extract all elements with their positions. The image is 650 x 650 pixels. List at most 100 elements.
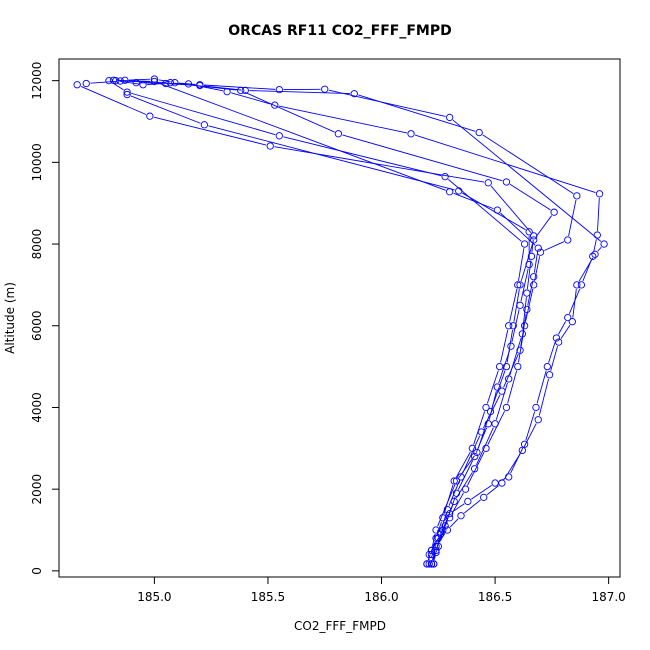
series-7-segment-9 [572, 289, 577, 318]
series-4-segment-8 [520, 268, 529, 302]
series-0-segment-9 [518, 248, 525, 281]
series-6-segment-13 [117, 79, 151, 82]
series-layer [73, 75, 608, 568]
series-3-segment-4 [342, 134, 503, 182]
series-6-point-6 [498, 387, 506, 395]
series-4-point-4 [470, 452, 479, 461]
y-tick-label-1: 2000 [30, 474, 44, 505]
series-3-point-10 [502, 362, 511, 371]
series-7-segment-13 [523, 423, 537, 447]
series-2-segment-9 [531, 240, 534, 253]
series-7-segment-12 [538, 378, 549, 416]
series-4-segment-6 [498, 350, 511, 384]
series-6-point-8 [523, 305, 531, 314]
series-3-segment-1 [124, 80, 167, 84]
series-6-segment-6 [503, 353, 519, 388]
series-2-point-14 [73, 81, 81, 89]
series-7-point-3 [196, 81, 204, 89]
series-4-segment-12 [130, 95, 201, 124]
series-5-point-13 [520, 440, 529, 448]
series-0-point-6 [482, 403, 490, 412]
series-7-segment-19 [432, 550, 436, 560]
series-1-segment-6 [482, 134, 574, 194]
series-7-segment-15 [486, 485, 499, 496]
series-1-point-12 [514, 362, 522, 371]
series-0-segment-10 [448, 179, 522, 242]
series-0-segment-4 [455, 451, 471, 478]
series-3-segment-5 [509, 183, 551, 211]
x-tick-label-4: 187.0 [591, 590, 625, 604]
series-6-segment-4 [462, 435, 481, 474]
series-1-point-7 [573, 192, 581, 200]
series-0-point-9 [514, 281, 522, 289]
series-5-segment-5 [597, 197, 600, 231]
series-6-point-10 [534, 244, 542, 252]
series-1-segment-4 [249, 90, 351, 95]
y-tick-label-4: 8000 [30, 229, 44, 260]
series-7-point-15 [498, 479, 506, 487]
y-tick-label-3: 6000 [30, 310, 44, 341]
plot-frame [58, 58, 621, 578]
series-0-segment-6 [486, 370, 499, 404]
series-7 [121, 75, 608, 568]
series-3-point-7 [530, 236, 538, 244]
series-4-point-12 [200, 121, 209, 129]
series-6-segment-5 [482, 394, 501, 429]
series-7-point-4 [275, 85, 283, 94]
series-3-point-12 [473, 448, 481, 457]
series-1-point-6 [475, 128, 483, 137]
series-3-segment-9 [506, 329, 514, 363]
series-3-point-14 [432, 526, 440, 534]
series-5-point-4 [407, 130, 415, 138]
series-7-segment-3 [203, 84, 276, 90]
series-5-point-5 [595, 190, 604, 198]
series-2-segment-4 [475, 427, 494, 466]
series-7-point-7 [600, 240, 608, 248]
series-5-point-12 [532, 403, 540, 412]
series-6-segment-1 [436, 536, 441, 549]
series-6-point-7 [516, 346, 524, 354]
series-6-segment-0 [432, 556, 435, 561]
series-2-point-4 [470, 465, 479, 473]
series-2-point-9 [527, 252, 536, 260]
series-6-point-9 [530, 273, 538, 281]
series-3-point-5 [502, 178, 511, 186]
series-0-point-11 [441, 173, 449, 181]
series-1-point-14 [482, 444, 490, 452]
y-tick-label-6: 12000 [30, 62, 44, 100]
series-4-point-9 [525, 260, 533, 269]
series-7-segment-5 [328, 89, 446, 117]
series-7-point-6 [446, 113, 454, 122]
series-6-segment-10 [500, 212, 536, 246]
series-1-segment-10 [525, 288, 534, 322]
series-7-segment-14 [503, 453, 521, 480]
series-7-point-20 [427, 560, 436, 568]
series-4-point-11 [455, 187, 463, 195]
series-3-point-0 [82, 79, 90, 88]
series-6-point-12 [446, 188, 454, 196]
x-axis: 185.0 185.5 186.0 186.5 187.0 [137, 577, 626, 604]
series-5-segment-6 [593, 239, 597, 253]
series-5-point-7 [589, 252, 597, 260]
series-6-segment-11 [453, 192, 494, 210]
y-axis-label: Altitude (m) [3, 282, 17, 354]
series-5-segment-16 [452, 503, 465, 512]
series-0-segment-13 [112, 82, 124, 91]
series-0-point-13 [123, 88, 131, 96]
series-7-point-12 [545, 371, 554, 379]
series-1-point-13 [502, 403, 511, 412]
series-2-segment-5 [495, 382, 508, 420]
series-3-segment-6 [535, 215, 553, 237]
series-6-point-2 [436, 528, 445, 536]
series-7-point-16 [480, 493, 488, 501]
series-7-point-19 [432, 542, 440, 551]
series-7-segment-17 [449, 518, 459, 528]
series-7-point-2 [171, 79, 179, 87]
series-2-segment-3 [456, 472, 473, 499]
series-6-segment-2 [441, 513, 447, 529]
series-0-point-10 [520, 240, 529, 248]
series-7-segment-1 [158, 79, 171, 83]
series-4-segment-7 [511, 309, 520, 343]
series-3-point-2 [166, 79, 174, 87]
